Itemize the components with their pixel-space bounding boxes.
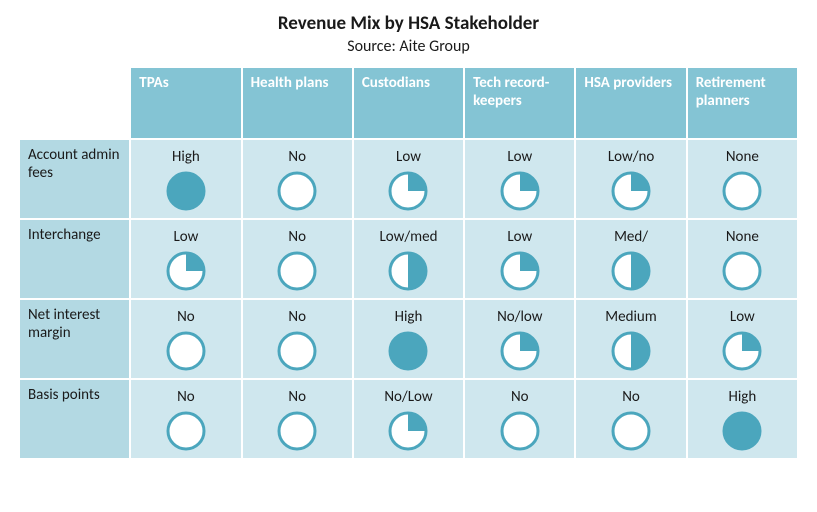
pie-icon — [387, 170, 429, 212]
data-cell: Low — [464, 219, 575, 299]
cell-label: Medium — [605, 308, 656, 326]
row-label: Net interest margin — [19, 299, 130, 379]
table-row: Net interest margin No No High No/low Medium L… — [19, 299, 798, 379]
column-header: Health plans — [242, 67, 353, 139]
data-cell: None — [687, 139, 798, 219]
pie-icon — [721, 410, 763, 452]
data-cell: No — [575, 379, 686, 459]
pie-icon — [721, 250, 763, 292]
column-header: TPAs — [130, 67, 241, 139]
pie-icon — [499, 410, 541, 452]
cell-label: High — [172, 148, 200, 166]
cell-label: High — [395, 308, 423, 326]
data-cell: Low — [130, 219, 241, 299]
cell-label: No — [288, 228, 306, 246]
chart-subtitle: Source: Aite Group — [18, 37, 799, 56]
row-label: Basis points — [19, 379, 130, 459]
table-row: Basis points No No No/Low No No High — [19, 379, 798, 459]
data-cell: No/Low — [353, 379, 464, 459]
cell-label: No/Low — [384, 388, 432, 406]
data-cell: Low — [687, 299, 798, 379]
data-cell: No — [242, 379, 353, 459]
pie-icon — [610, 410, 652, 452]
row-label: Account admin fees — [19, 139, 130, 219]
pie-icon — [610, 170, 652, 212]
cell-label: No — [177, 388, 195, 406]
data-cell: Low/no — [575, 139, 686, 219]
data-cell: High — [687, 379, 798, 459]
data-cell: No — [242, 219, 353, 299]
cell-label: No — [288, 148, 306, 166]
pie-icon — [276, 410, 318, 452]
cell-label: Low/no — [608, 148, 654, 166]
pie-icon — [165, 330, 207, 372]
pie-icon — [387, 250, 429, 292]
cell-label: No — [288, 308, 306, 326]
row-label: Interchange — [19, 219, 130, 299]
cell-label: Low — [730, 308, 755, 326]
cell-label: Low/med — [379, 228, 437, 246]
cell-label: No — [511, 388, 529, 406]
data-cell: High — [130, 139, 241, 219]
pie-icon — [387, 330, 429, 372]
cell-label: Low — [173, 228, 198, 246]
data-cell: No — [130, 379, 241, 459]
pie-icon — [499, 170, 541, 212]
table-row: Account admin fees High No Low Low Low/no None — [19, 139, 798, 219]
cell-label: None — [726, 148, 759, 166]
data-cell: No — [130, 299, 241, 379]
pie-icon — [499, 250, 541, 292]
data-cell: No — [464, 379, 575, 459]
column-header: Retirement planners — [687, 67, 798, 139]
data-cell: No — [242, 139, 353, 219]
pie-icon — [721, 330, 763, 372]
data-cell: Medium — [575, 299, 686, 379]
cell-label: No — [622, 388, 640, 406]
cell-label: No/low — [497, 308, 542, 326]
pie-icon — [276, 330, 318, 372]
data-cell: None — [687, 219, 798, 299]
cell-label: Med/ — [614, 228, 648, 246]
pie-icon — [276, 170, 318, 212]
pie-icon — [499, 330, 541, 372]
cell-label: No — [177, 308, 195, 326]
cell-label: Low — [507, 228, 532, 246]
pie-icon — [387, 410, 429, 452]
pie-icon — [721, 170, 763, 212]
data-cell: Low — [464, 139, 575, 219]
pie-icon — [165, 250, 207, 292]
pie-icon — [165, 410, 207, 452]
pie-icon — [610, 330, 652, 372]
data-cell: Low/med — [353, 219, 464, 299]
chart-title: Revenue Mix by HSA Stakeholder — [18, 12, 799, 35]
cell-label: Low — [396, 148, 421, 166]
pie-icon — [165, 170, 207, 212]
data-cell: Low — [353, 139, 464, 219]
pie-icon — [276, 250, 318, 292]
pie-icon — [610, 250, 652, 292]
cell-label: Low — [507, 148, 532, 166]
corner-cell — [19, 67, 130, 139]
data-cell: No/low — [464, 299, 575, 379]
data-cell: No — [242, 299, 353, 379]
cell-label: No — [288, 388, 306, 406]
data-cell: High — [353, 299, 464, 379]
column-header: HSA providers — [575, 67, 686, 139]
data-cell: Med/ — [575, 219, 686, 299]
column-header: Tech record-keepers — [464, 67, 575, 139]
revenue-mix-table: TPAsHealth plansCustodiansTech record-ke… — [18, 66, 799, 460]
table-row: Interchange Low No Low/med Low Med/None — [19, 219, 798, 299]
cell-label: High — [728, 388, 756, 406]
cell-label: None — [726, 228, 759, 246]
column-header: Custodians — [353, 67, 464, 139]
